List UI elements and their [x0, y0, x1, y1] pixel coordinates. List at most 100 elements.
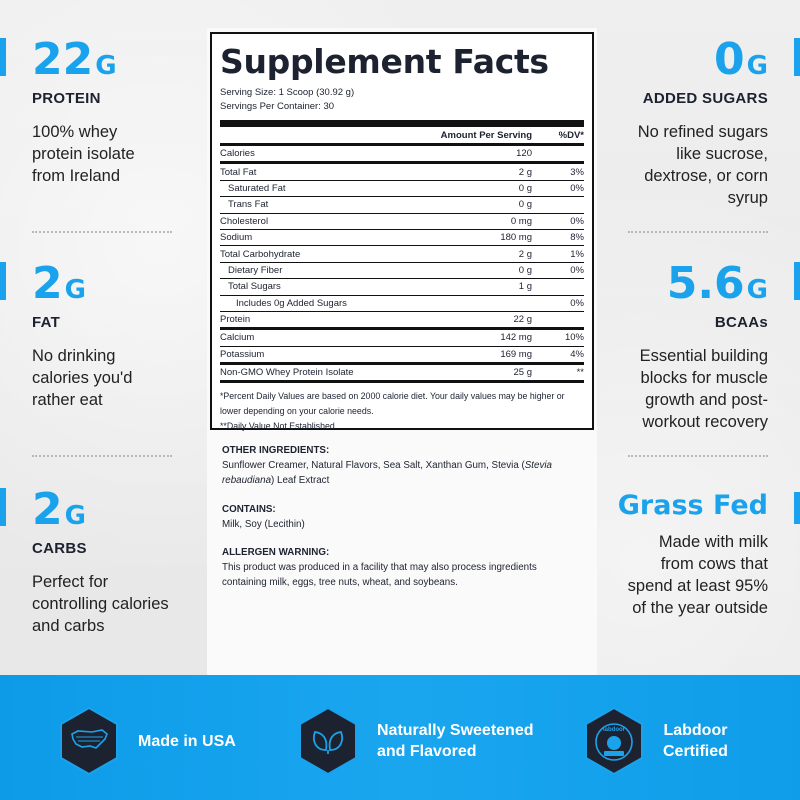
- stat-label: ADDED SUGARS: [642, 90, 768, 107]
- nutrient-amount: 142 mg: [500, 332, 532, 344]
- stat-value: Grass Fed: [617, 490, 768, 521]
- facts-row: Calcium 142 mg 10%: [220, 330, 584, 347]
- accent-bar: [794, 262, 800, 300]
- nutrient-name: Trans Fat: [228, 199, 269, 211]
- stat-label: PROTEIN: [32, 90, 101, 107]
- divider: [32, 231, 172, 233]
- nutrient-name: Saturated Fat: [228, 182, 286, 194]
- stat-description: Essential building blocks for muscle growt…: [639, 347, 768, 431]
- stat-protein: 22G PROTEIN 100% whey protein isolate from…: [0, 34, 202, 187]
- nutrient-dv: 8%: [570, 232, 584, 244]
- stat-description: Perfect for controlling calories and carbs: [32, 573, 169, 635]
- stat-label: BCAAs: [714, 314, 768, 331]
- nutrient-amount: 1 g: [518, 281, 532, 293]
- nutrient-dv: 0%: [570, 215, 584, 227]
- accent-bar: [794, 492, 800, 524]
- facts-title: Supplement Facts: [220, 42, 549, 81]
- nutrient-amount: 0 g: [518, 182, 532, 194]
- nutrient-dv: 3%: [570, 166, 584, 178]
- nutrient-name: Total Fat: [220, 166, 257, 178]
- facts-footnotes: *Percent Daily Values are based on 2000 …: [220, 391, 565, 432]
- badge-label: Naturally Sweetened and Flavored: [377, 722, 534, 760]
- stat-value: 0G: [714, 34, 768, 85]
- stat-value: 22G: [32, 34, 117, 85]
- badge-made-in-usa: Made in USA: [58, 706, 236, 776]
- nutrient-amount: 120: [516, 148, 532, 160]
- nutrient-name: Total Carbohydrate: [220, 248, 301, 260]
- stat-label: CARBS: [32, 540, 87, 557]
- contains: CONTAINS: Milk, Soy (Lecithin): [222, 504, 305, 530]
- facts-header: Amount Per Serving %DV*: [220, 127, 584, 146]
- facts-row: Calories 120: [220, 146, 584, 165]
- facts-row: Cholesterol 0 mg 0%: [220, 214, 584, 230]
- stat-bcaas: 5.6G BCAAs Essential building blocks for …: [588, 258, 800, 433]
- nutrient-dv: 0%: [570, 264, 584, 276]
- nutrient-name: Potassium: [220, 348, 265, 360]
- nutrient-name: Non-GMO Whey Protein Isolate: [220, 367, 354, 379]
- usa-map-icon: [60, 706, 118, 776]
- nutrient-amount: 169 mg: [500, 348, 532, 360]
- stat-value: 5.6G: [666, 258, 768, 309]
- stat-grass-fed: Grass Fed Made with milk from cows that sp…: [588, 490, 800, 619]
- nutrient-amount: 2 g: [518, 166, 532, 178]
- nutrient-dv: 1%: [570, 248, 584, 260]
- nutrient-amount: 0 g: [518, 199, 532, 211]
- facts-row: Total Carbohydrate 2 g 1%: [220, 246, 584, 263]
- seal-text: labdoor: [603, 727, 626, 733]
- accent-bar: [0, 488, 6, 526]
- divider: [32, 455, 172, 457]
- accent-bar: [0, 38, 6, 76]
- facts-rule: [220, 120, 584, 127]
- nutrient-name: Sodium: [220, 232, 253, 244]
- facts-row: Includes 0g Added Sugars 0%: [220, 296, 584, 312]
- leaf-icon: [299, 706, 357, 776]
- bottom-band: [0, 675, 800, 800]
- nutrient-amount: 2 g: [518, 248, 532, 260]
- facts-row: Saturated Fat 0 g 0%: [220, 181, 584, 198]
- stat-fat: 2G FAT No drinking calories you'd rather e…: [0, 258, 202, 411]
- facts-rows: Calories 120 Total Fat 2 g 3% Saturated Fat 0 …: [220, 146, 584, 384]
- nutrient-name: Dietary Fiber: [228, 264, 283, 276]
- stat-description: No drinking calories you'd rather eat: [32, 347, 133, 409]
- facts-row: Dietary Fiber 0 g 0%: [220, 263, 584, 280]
- nutrient-dv: **: [576, 367, 584, 379]
- accent-bar: [0, 262, 6, 300]
- stat-carbs: 2G CARBS Perfect for controlling calories…: [0, 484, 202, 637]
- nutrient-amount: 0 g: [518, 264, 532, 276]
- nutrient-amount: 22 g: [513, 314, 533, 326]
- facts-row: Total Sugars 1 g: [220, 279, 584, 296]
- nutrient-name: Protein: [220, 314, 251, 326]
- facts-row: Sodium 180 mg 8%: [220, 230, 584, 247]
- facts-row: Non-GMO Whey Protein Isolate 25 g **: [220, 365, 584, 384]
- stat-label: FAT: [32, 314, 61, 331]
- nutrient-name: Cholesterol: [220, 215, 269, 227]
- badge-labdoor-certified: labdoor Labdoor Certified: [583, 706, 728, 776]
- nutrient-dv: 4%: [570, 348, 584, 360]
- stat-value: 2G: [32, 484, 86, 535]
- divider: [628, 231, 768, 233]
- nutrient-dv: 0%: [570, 297, 584, 309]
- nutrient-amount: 180 mg: [500, 232, 532, 244]
- nutrient-name: Calcium: [220, 332, 255, 344]
- nutrient-dv: 10%: [564, 332, 584, 344]
- serving-info: Serving Size: 1 Scoop (30.92 g) Servings…: [220, 87, 355, 112]
- nutrient-name: Calories: [220, 148, 255, 160]
- divider: [628, 455, 768, 457]
- stat-description: No refined sugars like sucrose, dextrose, …: [637, 123, 768, 207]
- nutrient-amount: 25 g: [513, 367, 533, 379]
- allergen-warning: ALLERGEN WARNING: This product was produ…: [222, 547, 537, 588]
- facts-row: Protein 22 g: [220, 312, 584, 331]
- other-ingredients: OTHER INGREDIENTS: Sunflower Creamer, Na…: [222, 445, 552, 486]
- stat-description: Made with milk from cows that spend at lea…: [627, 533, 768, 617]
- stat-value: 2G: [32, 258, 86, 309]
- stat-added-sugars: 0G ADDED SUGARS No refined sugars like su…: [588, 34, 800, 209]
- badge-label: Labdoor Certified: [663, 722, 728, 760]
- facts-row: Total Fat 2 g 3%: [220, 164, 584, 181]
- nutrient-dv: 0%: [570, 182, 584, 194]
- nutrient-name: Total Sugars: [228, 281, 281, 293]
- stat-description: 100% whey protein isolate from Ireland: [32, 123, 135, 185]
- facts-row: Trans Fat 0 g: [220, 197, 584, 214]
- nutrient-name: Includes 0g Added Sugars: [236, 297, 347, 309]
- facts-row: Potassium 169 mg 4%: [220, 347, 584, 366]
- nutrient-amount: 0 mg: [510, 215, 532, 227]
